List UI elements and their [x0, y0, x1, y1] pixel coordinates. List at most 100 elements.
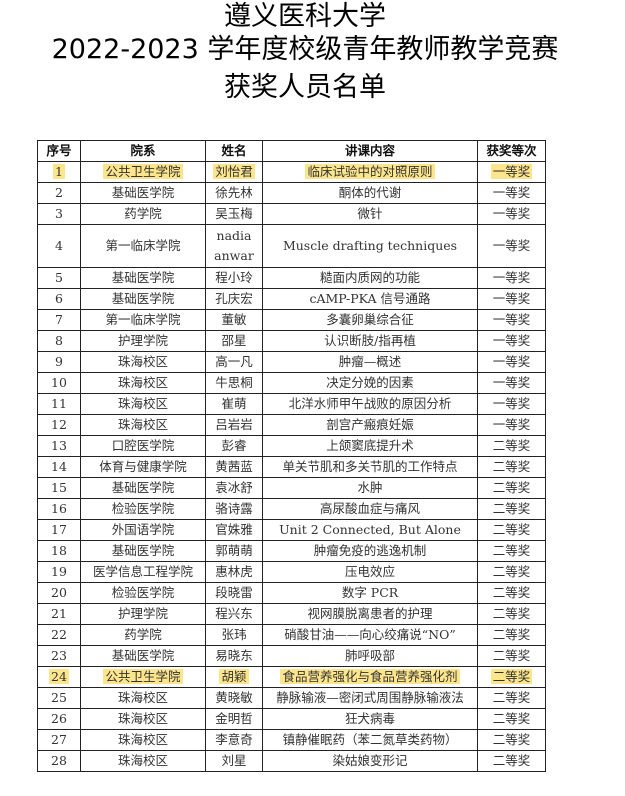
cell-name: 李意奇: [205, 729, 263, 751]
cell-index: 23: [37, 645, 81, 667]
cell-department: 珠海校区: [80, 372, 206, 394]
cell-name-text: 郭萌萌: [215, 543, 253, 558]
cell-index-text: 2: [55, 185, 63, 200]
cell-award-text: 二等奖: [490, 669, 533, 684]
cell-index: 13: [37, 435, 81, 457]
cell-lecture: 食品营养强化与食品营养强化剂: [262, 666, 478, 688]
cell-department-text: 第一临床学院: [105, 238, 181, 253]
cell-lecture: 单关节肌和多关节肌的工作特点: [262, 456, 478, 478]
cell-name: 高一凡: [205, 351, 263, 373]
cell-lecture-text: 数字 PCR: [341, 585, 399, 600]
cell-lecture: 糙面内质网的功能: [262, 267, 478, 289]
cell-department-text: 体育与健康学院: [99, 459, 187, 474]
cell-award: 二等奖: [477, 624, 546, 646]
cell-name: 胡颖: [205, 666, 263, 688]
cell-name-text: 刘怡君: [213, 164, 255, 179]
cell-department-text: 基础医学院: [111, 648, 175, 663]
cell-name: 骆诗露: [205, 498, 263, 520]
cell-department: 检验医学院: [80, 498, 206, 520]
cell-department: 体育与健康学院: [80, 456, 206, 478]
cell-award-text: 二等奖: [492, 627, 531, 642]
cell-name-text: 惠林虎: [215, 564, 253, 579]
table-row: 14 体育与健康学院 黄茜蓝 单关节肌和多关节肌的工作特点 二等奖: [37, 456, 546, 478]
table-row: 26 珠海校区 金明哲 狂犬病毒 二等奖: [37, 708, 546, 730]
cell-name-text: 吴玉梅: [215, 206, 253, 221]
cell-award: 一等奖: [477, 288, 546, 310]
cell-index: 19: [37, 561, 81, 583]
cell-name-text: 徐先林: [215, 185, 253, 200]
cell-name-text: 官姝雅: [215, 522, 253, 537]
cell-award-text: 一等奖: [492, 417, 531, 432]
cell-award-text: 一等奖: [492, 238, 531, 253]
cell-lecture: 微针: [262, 203, 478, 225]
cell-name-text: 段晓雷: [215, 585, 253, 600]
cell-lecture-text: 单关节肌和多关节肌的工作特点: [282, 459, 458, 474]
cell-award-text: 二等奖: [492, 711, 531, 726]
cell-award: 一等奖: [477, 267, 546, 289]
cell-name-text: 彭睿: [221, 438, 247, 453]
cell-award: 二等奖: [477, 729, 546, 751]
cell-index-text: 21: [51, 606, 67, 621]
cell-index-text: 7: [55, 312, 63, 327]
cell-index: 17: [37, 519, 81, 541]
cell-index-text: 3: [55, 206, 63, 221]
cell-lecture: 多囊卵巢综合征: [262, 309, 478, 331]
cell-department: 珠海校区: [80, 750, 206, 772]
cell-index: 4: [37, 224, 81, 268]
cell-name: 段晓雷: [205, 582, 263, 604]
cell-index-text: 23: [51, 648, 67, 663]
table-row: 10 珠海校区 牛思桐 决定分娩的因素 一等奖: [37, 372, 546, 394]
cell-award: 一等奖: [477, 372, 546, 394]
cell-award: 一等奖: [477, 224, 546, 268]
cell-department-text: 基础医学院: [111, 185, 175, 200]
cell-lecture: cAMP-PKA 信号通路: [262, 288, 478, 310]
cell-award: 二等奖: [477, 645, 546, 667]
cell-department-text: 外国语学院: [111, 522, 175, 537]
cell-award: 二等奖: [477, 456, 546, 478]
table-row: 7 第一临床学院 董敏 多囊卵巢综合征 一等奖: [37, 309, 546, 331]
cell-index-text: 22: [51, 627, 67, 642]
header-award: 获奖等次: [477, 140, 546, 162]
cell-lecture: 数字 PCR: [262, 582, 478, 604]
cell-index-text: 12: [51, 417, 67, 432]
cell-index-text: 1: [53, 164, 65, 179]
cell-name-text: 程小玲: [215, 270, 253, 285]
cell-index: 14: [37, 456, 81, 478]
cell-department: 外国语学院: [80, 519, 206, 541]
cell-lecture-text: 临床试验中的对照原则: [305, 164, 435, 179]
cell-index-text: 11: [51, 396, 67, 411]
cell-award-text: 一等奖: [492, 185, 531, 200]
cell-award-text: 一等奖: [492, 270, 531, 285]
cell-name-text: nadia anwar: [214, 228, 254, 263]
cell-lecture: 静脉输液—密闭式周围静脉输液法: [262, 687, 478, 709]
cell-index-text: 14: [51, 459, 67, 474]
cell-lecture: 临床试验中的对照原则: [262, 161, 478, 183]
cell-award: 二等奖: [477, 603, 546, 625]
cell-award-text: 二等奖: [492, 690, 531, 705]
cell-award: 二等奖: [477, 561, 546, 583]
cell-index-text: 5: [55, 270, 63, 285]
cell-lecture-text: 染姑娘变形记: [332, 753, 408, 768]
cell-department: 珠海校区: [80, 687, 206, 709]
cell-name-text: 邵星: [221, 333, 247, 348]
cell-lecture-text: 糙面内质网的功能: [319, 270, 420, 285]
cell-name: 郭萌萌: [205, 540, 263, 562]
cell-department-text: 珠海校区: [117, 354, 168, 369]
table-row: 18 基础医学院 郭萌萌 肿瘤免疫的逃逸机制 二等奖: [37, 540, 546, 562]
cell-lecture-text: 多囊卵巢综合征: [326, 312, 414, 327]
cell-index: 9: [37, 351, 81, 373]
cell-name-text: 程兴东: [215, 606, 253, 621]
cell-award-text: 一等奖: [492, 396, 531, 411]
cell-name-text: 易晓东: [215, 648, 253, 663]
cell-name: 易晓东: [205, 645, 263, 667]
cell-name-text: 董敏: [221, 312, 247, 327]
cell-name: 孔庆宏: [205, 288, 263, 310]
cell-index: 5: [37, 267, 81, 289]
table-row: 21 护理学院 程兴东 视网膜脱离患者的护理 二等奖: [37, 603, 546, 625]
cell-award-text: 二等奖: [492, 753, 531, 768]
table-row: 5 基础医学院 程小玲 糙面内质网的功能 一等奖: [37, 267, 546, 289]
cell-lecture-text: 静脉输液—密闭式周围静脉输液法: [276, 690, 464, 705]
cell-lecture: 视网膜脱离患者的护理: [262, 603, 478, 625]
table-row: 27 珠海校区 李意奇 镇静催眠药（苯二氮草类药物） 二等奖: [37, 729, 546, 751]
cell-award: 一等奖: [477, 414, 546, 436]
